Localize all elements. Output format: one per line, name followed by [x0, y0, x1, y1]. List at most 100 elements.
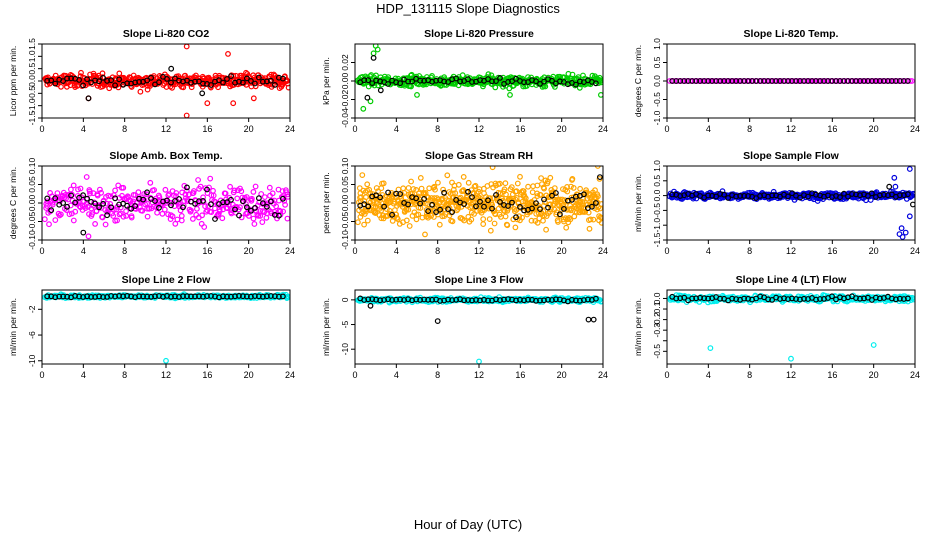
y-tick-label: -10	[340, 343, 350, 356]
data-point	[151, 187, 158, 193]
data-point	[455, 181, 462, 188]
data-points	[42, 44, 290, 118]
data-point	[273, 203, 280, 210]
x-tick-label: 0	[664, 246, 669, 256]
data-point	[141, 190, 148, 197]
data-point-outlier	[183, 44, 190, 50]
data-point	[280, 208, 287, 215]
data-point	[522, 195, 529, 202]
summary-point	[461, 297, 468, 304]
x-tick-label: 0	[352, 246, 357, 256]
data-points	[667, 158, 915, 240]
summary-point	[116, 76, 122, 83]
summary-point	[485, 197, 491, 204]
x-tick-label: 8	[122, 246, 127, 256]
summary-point	[52, 195, 59, 202]
data-point	[128, 84, 135, 90]
data-point	[284, 215, 290, 222]
summary-point	[481, 203, 487, 210]
data-point	[70, 182, 77, 189]
data-point	[598, 219, 603, 226]
y-tick-label: -0.5	[652, 203, 662, 218]
summary-point	[108, 204, 114, 211]
chart-title: Slope Gas Stream RH	[425, 150, 533, 162]
summary-point	[593, 200, 599, 206]
summary-point-outlier	[199, 90, 206, 97]
data-point	[120, 213, 127, 220]
data-point	[528, 217, 535, 224]
summary-point	[533, 200, 539, 207]
data-point	[137, 88, 144, 95]
data-point	[195, 177, 202, 183]
summary-point	[52, 80, 59, 87]
summary-point	[212, 216, 218, 222]
data-point	[358, 210, 365, 217]
data-point	[394, 216, 401, 223]
chart-title: Slope Amb. Box Temp.	[109, 150, 222, 162]
data-point	[512, 224, 519, 231]
y-axis-label: ml/min per min.	[321, 298, 331, 356]
summary-point	[589, 203, 595, 210]
y-tick-label: 1.0	[652, 38, 662, 50]
data-point	[489, 202, 496, 209]
y-tick-label: -1.0	[27, 98, 37, 113]
data-point	[502, 213, 509, 220]
data-point	[465, 179, 472, 186]
data-point	[415, 211, 422, 218]
summary-point-outlier	[597, 174, 603, 181]
summary-point	[441, 189, 448, 196]
data-point	[96, 186, 103, 193]
data-point	[431, 214, 437, 220]
data-point	[144, 213, 151, 220]
summary-point	[168, 202, 174, 209]
y-axis-label: kPa per min.	[321, 57, 331, 105]
x-tick-label: 4	[81, 370, 86, 380]
x-tick-label: 20	[557, 370, 567, 380]
data-point-outlier	[163, 357, 169, 364]
data-point	[285, 193, 290, 200]
data-point	[489, 166, 496, 171]
data-point	[573, 209, 580, 216]
data-point-outlier	[370, 50, 377, 57]
data-point	[364, 217, 371, 224]
y-tick-label: 0.5	[27, 62, 37, 74]
x-tick-label: 0	[352, 124, 357, 134]
y-tick-label: 0.00	[340, 72, 350, 89]
x-tick-label: 0	[352, 370, 357, 380]
summary-point	[184, 184, 190, 191]
data-point	[480, 216, 487, 223]
data-point	[907, 78, 913, 84]
summary-point	[100, 74, 106, 81]
x-tick-label: 12	[161, 246, 171, 256]
summary-point	[208, 201, 214, 208]
data-point	[579, 198, 586, 205]
summary-point	[465, 76, 471, 83]
summary-point	[369, 80, 376, 86]
y-axis-label: degrees C per min.	[633, 45, 643, 117]
data-point	[366, 186, 373, 193]
summary-point	[96, 204, 102, 211]
data-point	[166, 191, 173, 198]
data-point-outlier	[902, 158, 907, 163]
y-axis-label: ml/min per min.	[8, 298, 18, 356]
summary-point	[405, 201, 412, 208]
summary-point	[713, 193, 719, 200]
summary-point	[409, 78, 416, 85]
summary-point	[517, 203, 523, 210]
summary-point	[397, 80, 404, 87]
data-point	[97, 74, 103, 81]
data-points	[355, 44, 603, 112]
x-tick-label: 24	[598, 124, 608, 134]
summary-point	[247, 207, 254, 214]
data-point	[102, 221, 109, 228]
summary-point	[537, 206, 543, 213]
summary-point-outlier	[168, 65, 175, 72]
summary-point	[397, 191, 404, 197]
data-point	[190, 188, 197, 194]
summary-point	[280, 293, 286, 300]
data-point	[107, 193, 114, 200]
data-point	[543, 226, 549, 233]
summary-point	[553, 190, 559, 196]
data-point	[257, 212, 264, 219]
x-tick-label: 16	[202, 370, 212, 380]
